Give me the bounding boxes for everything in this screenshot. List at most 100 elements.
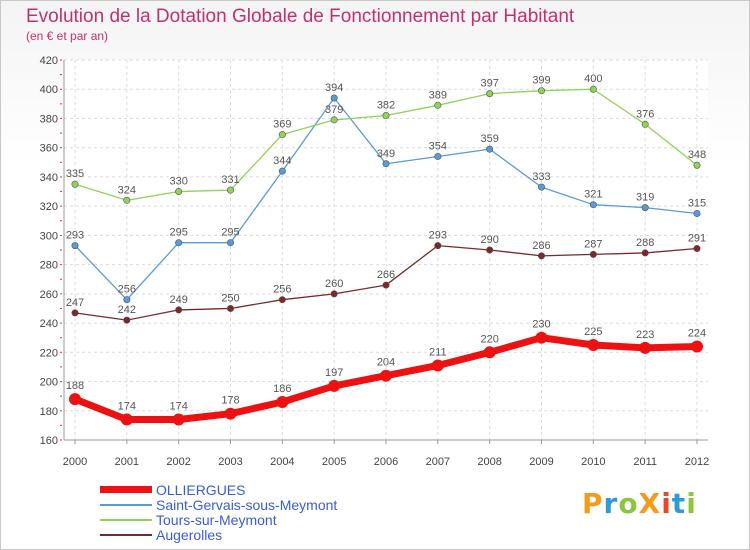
data-point xyxy=(691,340,703,353)
data-point xyxy=(486,145,494,153)
data-label: 256 xyxy=(118,284,136,296)
legend-swatch xyxy=(100,486,152,493)
data-point xyxy=(380,369,392,382)
data-label: 230 xyxy=(532,319,550,331)
data-point xyxy=(278,131,286,139)
logo-letter: i xyxy=(686,487,697,520)
data-point xyxy=(69,393,81,406)
legend-label: Augerolles xyxy=(156,526,223,543)
data-label: 295 xyxy=(221,227,239,239)
data-label: 288 xyxy=(636,237,654,249)
data-label: 287 xyxy=(584,238,602,250)
data-point xyxy=(172,413,185,426)
data-point xyxy=(120,413,133,426)
data-point xyxy=(175,239,183,247)
logo-letter: X xyxy=(638,487,662,520)
data-point xyxy=(328,379,341,392)
data-label: 249 xyxy=(169,294,187,306)
data-label: 359 xyxy=(480,133,498,145)
data-label: 260 xyxy=(325,278,343,290)
data-point xyxy=(431,359,444,372)
data-label: 369 xyxy=(273,119,291,131)
legend-label: Saint-Gervais-sous-Meymont xyxy=(156,496,338,513)
data-point xyxy=(330,94,338,102)
legend-label: OLLIERGUES xyxy=(156,481,246,498)
data-point xyxy=(276,396,289,408)
legend-item: OLLIERGUES xyxy=(100,481,337,498)
data-point xyxy=(382,160,390,168)
data-label: 344 xyxy=(273,155,291,167)
data-point xyxy=(486,246,494,254)
data-point xyxy=(486,90,494,98)
data-label: 321 xyxy=(584,189,602,201)
data-label: 335 xyxy=(66,168,84,180)
proxiti-logo: ProXiti xyxy=(582,487,697,520)
data-point xyxy=(175,188,183,196)
logo-letter: r xyxy=(603,487,619,520)
x-tick-label: 2009 xyxy=(529,456,553,468)
data-point xyxy=(693,245,701,253)
data-point xyxy=(537,252,545,260)
data-label: 174 xyxy=(118,401,136,413)
data-point xyxy=(175,306,183,314)
y-tick-label: 420 xyxy=(40,55,58,67)
y-tick-label: 160 xyxy=(40,435,58,447)
data-point xyxy=(382,112,390,120)
y-tick-label: 320 xyxy=(40,201,58,213)
data-point xyxy=(71,242,79,250)
data-point xyxy=(278,296,286,304)
data-point xyxy=(434,242,442,250)
y-tick-label: 240 xyxy=(40,318,58,330)
data-label: 394 xyxy=(325,82,343,94)
data-label: 224 xyxy=(688,327,706,339)
data-label: 186 xyxy=(273,383,291,395)
x-tick-label: 2005 xyxy=(322,456,346,468)
data-label: 315 xyxy=(688,197,706,209)
data-point xyxy=(227,304,235,312)
data-point xyxy=(693,161,701,169)
data-label: 319 xyxy=(636,192,654,204)
legend-swatch xyxy=(100,503,152,506)
data-label: 331 xyxy=(221,174,239,186)
y-tick-label: 360 xyxy=(40,143,58,155)
data-point xyxy=(641,120,649,128)
data-label: 348 xyxy=(688,149,706,161)
x-tick-label: 2003 xyxy=(218,456,242,468)
data-label: 223 xyxy=(636,329,654,341)
data-point xyxy=(278,167,286,175)
data-label: 211 xyxy=(429,346,447,358)
legend-label: Tours-sur-Meymont xyxy=(156,511,277,528)
logo-letter: P xyxy=(582,487,604,520)
data-point xyxy=(535,331,548,344)
x-tick-label: 2008 xyxy=(477,456,501,468)
data-point xyxy=(123,196,131,204)
data-label: 400 xyxy=(584,73,602,85)
data-label: 286 xyxy=(532,240,550,252)
data-label: 256 xyxy=(273,284,291,296)
data-point xyxy=(639,341,652,354)
data-label: 330 xyxy=(169,176,187,188)
data-label: 382 xyxy=(377,100,395,112)
data-point xyxy=(589,250,597,258)
data-point xyxy=(434,152,442,160)
x-tick-label: 2001 xyxy=(115,456,139,468)
data-point xyxy=(71,180,79,188)
data-label: 178 xyxy=(221,395,239,407)
logo-letter: t xyxy=(671,487,687,520)
x-tick-label: 2000 xyxy=(63,456,87,468)
y-tick-label: 260 xyxy=(40,289,58,301)
y-tick-label: 280 xyxy=(40,260,58,272)
data-label: 266 xyxy=(377,269,395,281)
chart-title: Evolution de la Dotation Globale de Fonc… xyxy=(26,6,575,27)
x-tick-label: 2006 xyxy=(374,456,398,468)
data-label: 379 xyxy=(325,104,343,116)
data-label: 293 xyxy=(429,230,447,242)
data-point xyxy=(483,346,496,359)
data-point xyxy=(641,249,649,257)
y-tick-label: 380 xyxy=(40,113,58,125)
y-tick-label: 300 xyxy=(40,230,58,242)
data-point xyxy=(589,85,597,93)
data-label: 354 xyxy=(429,140,447,152)
data-label: 290 xyxy=(480,234,498,246)
